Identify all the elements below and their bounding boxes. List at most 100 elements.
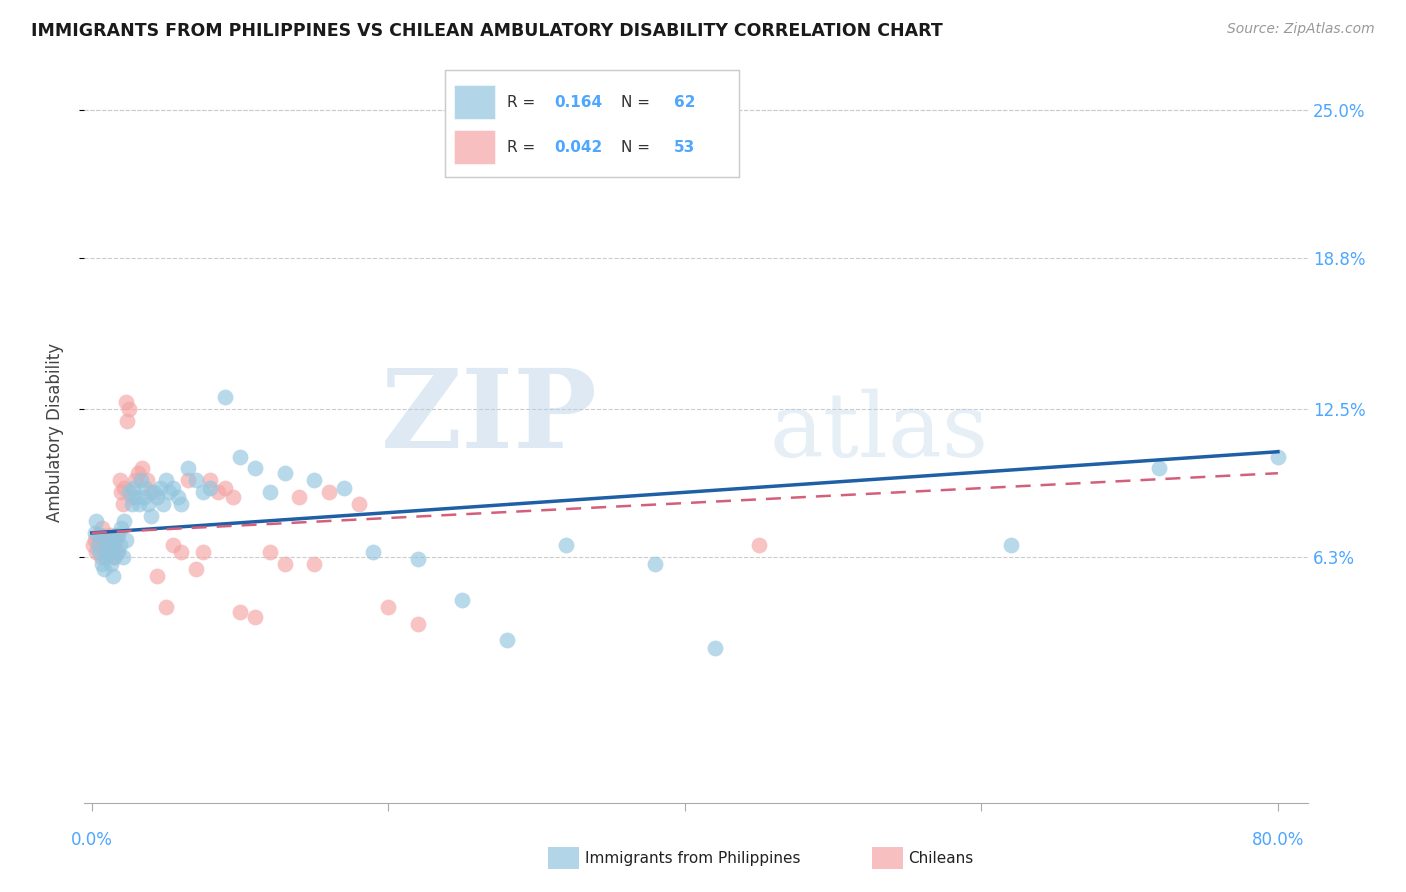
- Point: [89, 545, 111, 559]
- Point: [103, 549, 125, 564]
- Point: [101, 569, 124, 583]
- Point: [152, 497, 174, 511]
- Point: [363, 545, 385, 559]
- Point: [146, 490, 169, 504]
- Point: [121, 497, 143, 511]
- Point: [207, 485, 229, 500]
- Point: [406, 552, 429, 566]
- Point: [302, 557, 325, 571]
- Point: [377, 599, 399, 614]
- Point: [451, 592, 474, 607]
- Point: [91, 557, 114, 571]
- Point: [115, 394, 138, 409]
- Point: [555, 538, 578, 552]
- Point: [139, 509, 162, 524]
- Point: [124, 474, 146, 488]
- Point: [118, 485, 141, 500]
- Point: [83, 525, 105, 540]
- Point: [143, 485, 166, 500]
- Point: [103, 549, 125, 564]
- Point: [229, 605, 252, 619]
- Point: [112, 514, 135, 528]
- Point: [90, 528, 112, 542]
- Point: [111, 549, 134, 564]
- Y-axis label: Ambulatory Disability: Ambulatory Disability: [45, 343, 63, 522]
- Point: [259, 485, 281, 500]
- Point: [91, 521, 114, 535]
- Text: Source: ZipAtlas.com: Source: ZipAtlas.com: [1227, 22, 1375, 37]
- Point: [191, 485, 214, 500]
- Text: atlas: atlas: [769, 389, 988, 476]
- Point: [107, 545, 129, 559]
- Point: [86, 528, 108, 542]
- Point: [644, 557, 666, 571]
- Point: [101, 538, 124, 552]
- Text: Chileans: Chileans: [908, 851, 973, 865]
- Point: [131, 461, 153, 475]
- Point: [184, 474, 207, 488]
- Point: [94, 545, 117, 559]
- Point: [288, 490, 311, 504]
- Point: [1149, 461, 1171, 475]
- Point: [146, 569, 169, 583]
- Point: [177, 474, 200, 488]
- Point: [110, 521, 132, 535]
- Point: [135, 474, 157, 488]
- Point: [273, 467, 295, 481]
- Point: [496, 633, 519, 648]
- Point: [129, 474, 152, 488]
- Point: [100, 557, 122, 571]
- Text: Immigrants from Philippines: Immigrants from Philippines: [585, 851, 800, 865]
- Point: [97, 545, 120, 559]
- Point: [748, 538, 770, 552]
- Point: [112, 481, 135, 495]
- Point: [273, 557, 295, 571]
- Point: [96, 533, 118, 547]
- Point: [111, 497, 134, 511]
- Point: [107, 528, 129, 542]
- Point: [93, 533, 115, 547]
- Point: [121, 490, 143, 504]
- Point: [200, 474, 222, 488]
- Point: [96, 538, 118, 552]
- Point: [703, 640, 725, 655]
- Point: [259, 545, 281, 559]
- Point: [90, 549, 112, 564]
- Point: [98, 528, 121, 542]
- Point: [191, 545, 214, 559]
- Point: [100, 545, 122, 559]
- Point: [347, 497, 370, 511]
- Point: [149, 481, 172, 495]
- Text: 0.0%: 0.0%: [70, 831, 112, 849]
- Point: [104, 533, 127, 547]
- Point: [1267, 450, 1289, 464]
- Point: [117, 414, 139, 428]
- Point: [162, 481, 184, 495]
- Point: [333, 481, 356, 495]
- Point: [406, 616, 429, 631]
- Point: [166, 490, 188, 504]
- Point: [139, 485, 162, 500]
- Point: [134, 481, 156, 495]
- Point: [170, 545, 193, 559]
- Point: [84, 545, 107, 559]
- Point: [89, 538, 111, 552]
- Point: [84, 514, 107, 528]
- Point: [104, 533, 127, 547]
- Point: [115, 533, 138, 547]
- Point: [108, 474, 131, 488]
- Point: [98, 538, 121, 552]
- Point: [155, 599, 177, 614]
- Point: [108, 538, 131, 552]
- Point: [177, 461, 200, 475]
- Text: 80.0%: 80.0%: [1251, 831, 1305, 849]
- Point: [125, 490, 148, 504]
- Point: [136, 497, 159, 511]
- Point: [118, 401, 141, 416]
- Point: [94, 549, 117, 564]
- Point: [155, 474, 177, 488]
- Point: [97, 533, 120, 547]
- Point: [110, 485, 132, 500]
- Point: [128, 497, 150, 511]
- Point: [200, 481, 222, 495]
